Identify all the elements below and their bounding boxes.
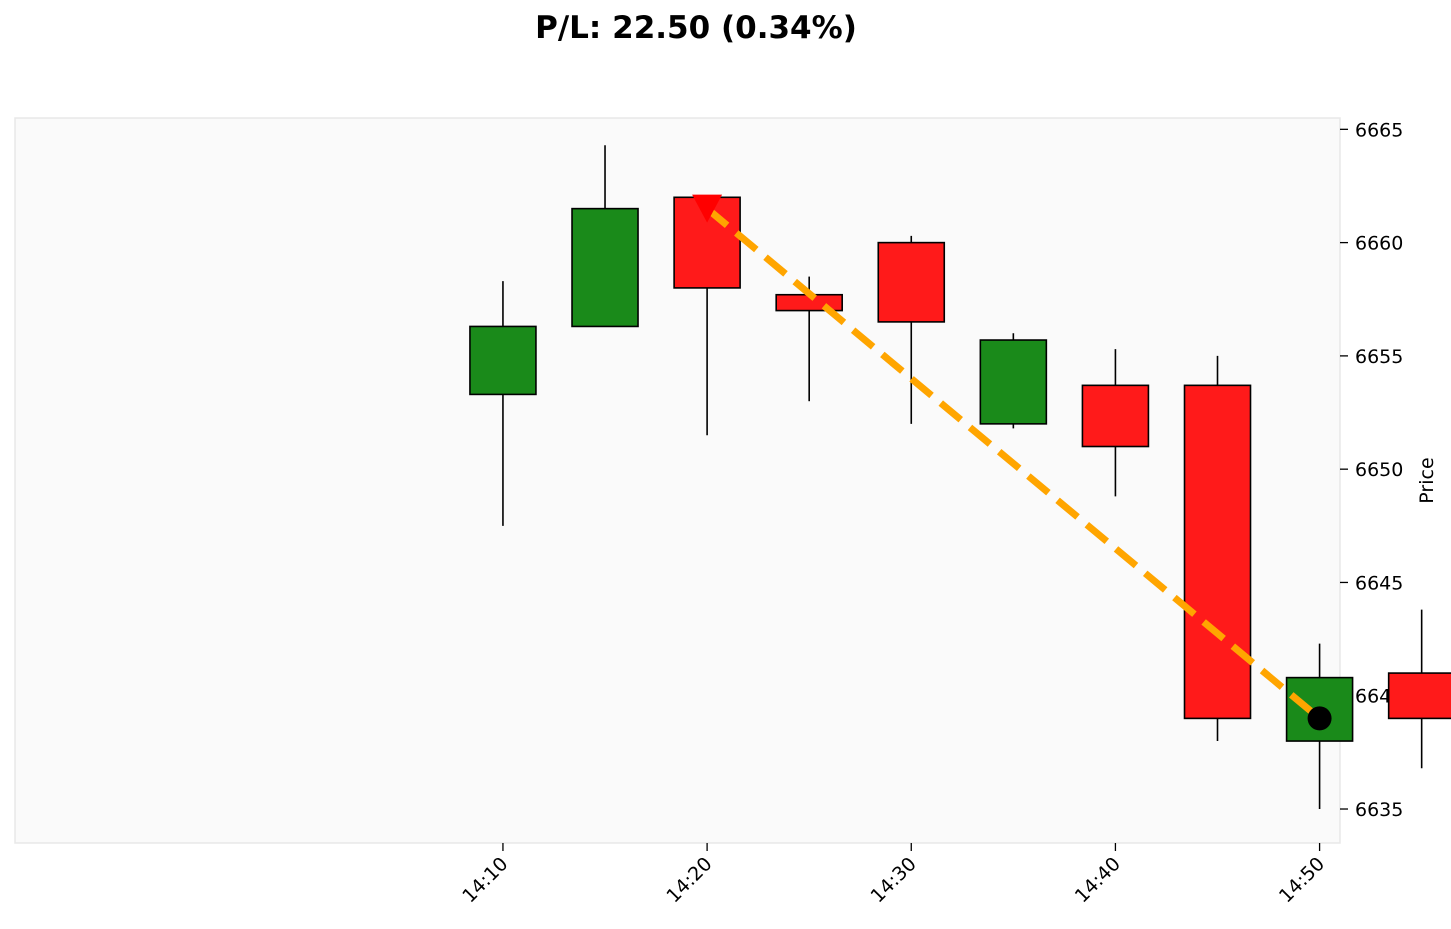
y-tick-label-5: 6660: [1355, 233, 1403, 255]
y-axis-label: Price: [1416, 457, 1438, 503]
candle-body-7: [1183, 384, 1252, 720]
candle-body-5: [979, 339, 1048, 425]
candle-body-9: [1387, 672, 1451, 720]
candle-body-6: [1081, 384, 1150, 448]
x-tick-label-1: 14:20: [662, 853, 716, 907]
y-tick-label-4: 6655: [1355, 346, 1403, 368]
x-tick-label-2: 14:30: [867, 853, 921, 907]
candle-7: [1183, 355, 1252, 742]
candle-9: [1387, 609, 1451, 769]
trade-line: [704, 205, 1322, 722]
candles: [469, 145, 1451, 810]
candle-4: [877, 235, 946, 424]
chart-title: P/L: 22.50 (0.34%): [535, 10, 857, 46]
y-tick-label-0: 6635: [1355, 799, 1403, 821]
candle-body-0: [469, 325, 537, 396]
candle-1: [571, 145, 639, 328]
y-tick-label-2: 6645: [1355, 572, 1403, 594]
y-tick-label-3: 6650: [1355, 459, 1403, 481]
candle-6: [1081, 349, 1150, 497]
candle-0: [469, 281, 537, 526]
entry-marker: [692, 194, 723, 223]
x-tick-label-4: 14:50: [1275, 853, 1329, 907]
candle-body-1: [571, 207, 639, 328]
x-tick-label-3: 14:40: [1071, 853, 1125, 907]
candle-body-4: [877, 241, 946, 323]
exit-marker: [1307, 706, 1332, 731]
trade-overlay: [692, 194, 1332, 731]
y-tick-label-6: 6665: [1355, 119, 1403, 141]
x-tick-label-0: 14:10: [458, 853, 512, 907]
candle-5: [979, 333, 1048, 429]
